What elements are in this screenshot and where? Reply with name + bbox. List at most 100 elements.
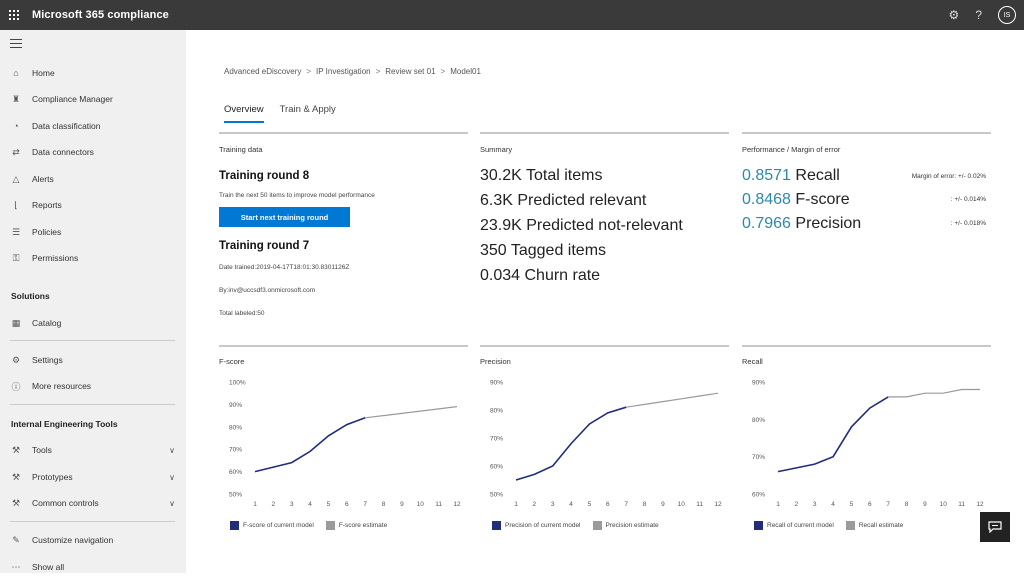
prototype-icon: ⚒ [11,471,21,482]
sidebar-item-reports[interactable]: ⌊ Reports [0,194,186,216]
x-tick-label: 7 [624,501,628,508]
summary-total-items: 30.2K Total items [480,167,603,184]
catalog-icon: ▦ [11,317,21,328]
gear-icon: ⚙ [11,354,21,365]
x-tick-label: 3 [551,501,555,508]
model-series-line [515,406,627,481]
avatar[interactable]: IS [998,6,1016,24]
alert-icon: △ [12,173,20,184]
chevron-right-icon: > [375,67,381,76]
training-round-current: Training round 8 [219,170,310,182]
sidebar-item-catalog[interactable]: ▦ Catalog [0,312,186,334]
waffle-icon[interactable] [0,0,28,30]
x-tick-label: 8 [643,501,647,508]
x-tick-label: 1 [514,501,518,508]
section-rule [480,345,729,347]
chevron-down-icon[interactable]: ∨ [169,498,175,508]
recall-chart: 60%70%80%90%1 2 3 4 5 6 7 8 9 10 11 12 [752,380,984,509]
y-tick-label: 90% [490,380,503,387]
chart-legend: Precision of current model Precision est… [492,521,659,530]
x-tick-label: 5 [850,501,854,508]
breadcrumb-item[interactable]: Advanced eDiscovery [224,67,302,76]
sidebar-item-policies[interactable]: ☰ Policies [0,221,186,243]
chevron-right-icon: > [440,67,446,76]
sidebar-item-label: More resources [32,381,92,391]
perf-value: 0.8571 [742,167,791,184]
sidebar-item-permissions[interactable]: ⚿ Permissions [0,247,186,269]
sidebar-item-home[interactable]: ⌂ Home [0,62,186,84]
x-tick-label: 10 [678,501,686,508]
summary-heading: Summary [480,145,513,154]
sidebar-item-label: Data classification [32,121,101,131]
perf-label: Recall [795,167,840,184]
y-tick-label: 100% [229,380,246,387]
help-icon[interactable]: ? [975,8,982,22]
x-tick-label: 2 [272,501,276,508]
sidebar-item-tools[interactable]: ⚒ Tools ∨ [0,439,186,461]
y-tick-label: 60% [490,464,503,471]
sidebar-item-settings[interactable]: ⚙ Settings [0,349,186,371]
legend-label: Recall estimate [858,522,904,529]
y-tick-label: 60% [229,469,242,476]
summary-churn-rate: 0.034 Churn rate [480,267,601,284]
sidebar-item-data-classification[interactable]: ◔ Data classification [0,115,186,137]
breadcrumb-item[interactable]: IP Investigation [316,67,371,76]
sidebar-item-prototypes[interactable]: ⚒ Prototypes ∨ [0,466,186,488]
sidebar-item-compliance-manager[interactable]: ♜ Compliance Manager [0,88,186,110]
top-bar: Microsoft 365 compliance ⚙ ? IS [0,0,1024,30]
margin-of-error: : +/- 0.014% [950,196,986,203]
sidebar-item-label: Permissions [32,253,79,263]
sidebar-item-label: Alerts [32,174,54,184]
sidebar-item-label: Catalog [32,318,62,328]
summary-predicted-relevant: 6.3K Predicted relevant [480,192,647,209]
x-tick-label: 4 [308,501,312,508]
feedback-button[interactable] [980,512,1010,542]
sidebar-item-alerts[interactable]: △ Alerts [0,168,186,190]
training-round-previous: Training round 7 [219,240,310,252]
gear-icon[interactable]: ⚙ [948,8,960,22]
start-next-training-round-button[interactable]: Start next training round [219,207,350,227]
policy-icon: ☰ [11,226,21,237]
feedback-icon [988,521,1002,533]
x-tick-label: 6 [345,501,349,508]
sidebar-item-common-controls[interactable]: ⚒ Common controls ∨ [0,492,186,514]
section-rule [742,345,991,347]
tab-overview[interactable]: Overview [224,104,264,123]
internal-tools-heading: Internal Engineering Tools [11,419,118,429]
section-rule [219,132,468,134]
legend-label: Precision of current model [505,522,581,529]
x-tick-label: 3 [813,501,817,508]
estimate-series-line [626,392,719,408]
sidebar-item-customize-navigation[interactable]: ✎ Customize navigation [0,529,186,551]
sidebar-item-show-all[interactable]: ⋯ Show all [0,556,186,578]
chevron-down-icon[interactable]: ∨ [169,472,175,482]
breadcrumb-item[interactable]: Review set 01 [385,67,436,76]
x-tick-label: 8 [382,501,386,508]
perf-value: 0.7966 [742,215,791,232]
precision-chart: 50%60%70%80%90%1 2 3 4 5 6 7 8 9 10 11 12 [490,380,722,509]
performance-heading: Performance / Margin of error [742,145,841,154]
x-tick-label: 4 [831,501,835,508]
x-tick-label: 9 [923,501,927,508]
section-rule [480,132,729,134]
divider [10,521,175,522]
x-tick-label: 2 [795,501,799,508]
chevron-right-icon: > [306,67,312,76]
y-tick-label: 80% [229,424,242,431]
recall-chart-title: Recall [742,357,763,366]
y-tick-label: 70% [752,454,765,461]
y-tick-label: 90% [752,380,765,387]
legend-swatch-estimate [845,521,855,530]
sidebar-item-more-resources[interactable]: ⓘ More resources [0,375,186,397]
sidebar-item-data-connectors[interactable]: ⇄ Data connectors [0,141,186,163]
pencil-icon: ✎ [12,534,20,545]
x-tick-label: 1 [253,501,257,508]
x-tick-label: 1 [776,501,780,508]
legend-label: Precision estimate [605,522,659,529]
hamburger-icon[interactable] [10,39,22,51]
legend-swatch-model [230,521,239,530]
chevron-down-icon[interactable]: ∨ [169,445,175,455]
app-title[interactable]: Microsoft 365 compliance [32,9,169,21]
fscore-chart: 50%60%70%80%90%100%1 2 3 4 5 6 7 8 9 10 11 12 [229,380,461,509]
tab-train-apply[interactable]: Train & Apply [279,104,336,115]
